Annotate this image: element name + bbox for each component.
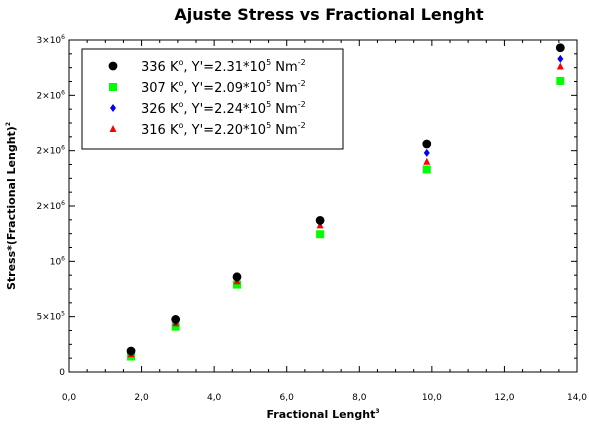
- legend-superscript: 5: [266, 79, 271, 88]
- y-tick-label: 2×106: [36, 200, 65, 212]
- y-axis-label-exponent: 2: [5, 122, 12, 126]
- y-tick-base: 5×10: [36, 313, 61, 323]
- legend-text-part: 307 K: [141, 81, 179, 96]
- x-tick-label: 0,0: [62, 393, 77, 403]
- legend-superscript: -2: [298, 79, 306, 88]
- y-tick-base: 10: [50, 257, 62, 267]
- y-tick-label: 3×106: [36, 34, 65, 46]
- x-tick-label: 2,0: [134, 393, 149, 403]
- y-tick-exponent: 6: [61, 89, 65, 96]
- legend-label: 316 Ko, Y'=2.20*105 Nm-2: [141, 121, 306, 138]
- legend-marker: [109, 125, 117, 132]
- data-point: [126, 346, 136, 356]
- legend-superscript: o: [178, 100, 183, 109]
- legend-superscript: o: [178, 121, 183, 130]
- data-point: [171, 322, 180, 331]
- legend-text-part: , Y'=2.24*10: [183, 102, 266, 117]
- y-tick-base: 2×10: [36, 147, 61, 157]
- legend-superscript: -2: [298, 121, 306, 130]
- legend-text-part: 316 K: [141, 123, 179, 138]
- legend-text-part: , Y'=2.09*10: [183, 81, 266, 96]
- y-tick-label: 2×106: [36, 145, 65, 157]
- legend-superscript: -2: [298, 100, 306, 109]
- legend-marker: [109, 83, 117, 91]
- y-tick-base: 2×10: [36, 91, 61, 101]
- data-point: [232, 272, 242, 282]
- x-tick-label: 14,0: [567, 393, 587, 403]
- y-tick-label: 0: [59, 368, 65, 378]
- data-point: [315, 215, 325, 225]
- y-tick-base: 0: [59, 368, 65, 378]
- y-tick-base: 3×10: [36, 36, 61, 46]
- data-point: [316, 230, 325, 239]
- legend-text-part: 326 K: [141, 102, 179, 117]
- y-axis-label-text: Stress*(Fractional Lenght): [5, 126, 18, 290]
- legend-superscript: 5: [266, 58, 271, 67]
- legend-superscript: o: [178, 58, 183, 67]
- y-tick-base: 2×10: [36, 202, 61, 212]
- legend-text-part: Nm: [271, 81, 298, 96]
- legend-label: 307 Ko, Y'=2.09*105 Nm-2: [141, 79, 306, 96]
- legend-superscript: o: [178, 79, 183, 88]
- y-tick-label: 106: [50, 255, 65, 267]
- data-point: [555, 43, 565, 53]
- x-axis: 0,0 2,0 4,0 6,0 8,0 10,0 12,0 14,0: [62, 40, 587, 403]
- data-point: [233, 280, 242, 289]
- legend-marker: [110, 104, 116, 112]
- legend-box: [81, 48, 344, 150]
- data-point: [557, 54, 564, 63]
- chart-title: Ajuste Stress vs Fractional Lenght: [174, 5, 484, 24]
- legend-label: 336 Ko, Y'=2.31*105 Nm-2: [141, 58, 306, 75]
- y-tick-exponent: 6: [61, 34, 65, 41]
- x-axis-label-exponent: 3: [375, 408, 379, 415]
- legend-label: 326 Ko, Y'=2.24*105 Nm-2: [141, 100, 306, 117]
- data-point: [423, 157, 431, 165]
- legend-text-part: Nm: [271, 102, 298, 117]
- x-tick-label: 6,0: [280, 393, 295, 403]
- data-point: [422, 165, 431, 174]
- legend-marker: [108, 61, 118, 71]
- y-tick-exponent: 6: [61, 255, 65, 262]
- y-axis-label: Stress*(Fractional Lenght)2: [5, 122, 18, 290]
- x-tick-label: 12,0: [494, 393, 514, 403]
- x-tick-label: 10,0: [422, 393, 442, 403]
- data-point: [171, 315, 181, 324]
- y-tick-label: 5×105: [36, 311, 65, 323]
- legend-text-part: , Y'=2.31*10: [183, 60, 266, 75]
- legend-text-part: Nm: [271, 60, 298, 75]
- legend-text-part: 336 K: [141, 60, 179, 75]
- data-point: [556, 76, 565, 85]
- x-tick-label: 4,0: [207, 393, 222, 403]
- y-tick-exponent: 5: [61, 311, 65, 318]
- data-point: [422, 139, 432, 149]
- legend-superscript: 5: [266, 121, 271, 130]
- y-tick-exponent: 6: [61, 145, 65, 152]
- y-tick-exponent: 6: [61, 200, 65, 207]
- data-point: [556, 62, 564, 70]
- x-axis-label: Fractional Lenght3: [266, 408, 379, 421]
- y-tick-label: 2×106: [36, 89, 65, 101]
- x-tick-label: 8,0: [352, 393, 367, 403]
- legend-superscript: 5: [266, 100, 271, 109]
- legend-text-part: Nm: [271, 123, 298, 138]
- x-axis-label-text: Fractional Lenght: [266, 408, 375, 421]
- legend-superscript: -2: [298, 58, 306, 67]
- legend-text-part: , Y'=2.20*10: [183, 123, 266, 138]
- series-circle: [126, 43, 565, 356]
- data-point: [423, 148, 430, 157]
- data-points: [126, 43, 565, 361]
